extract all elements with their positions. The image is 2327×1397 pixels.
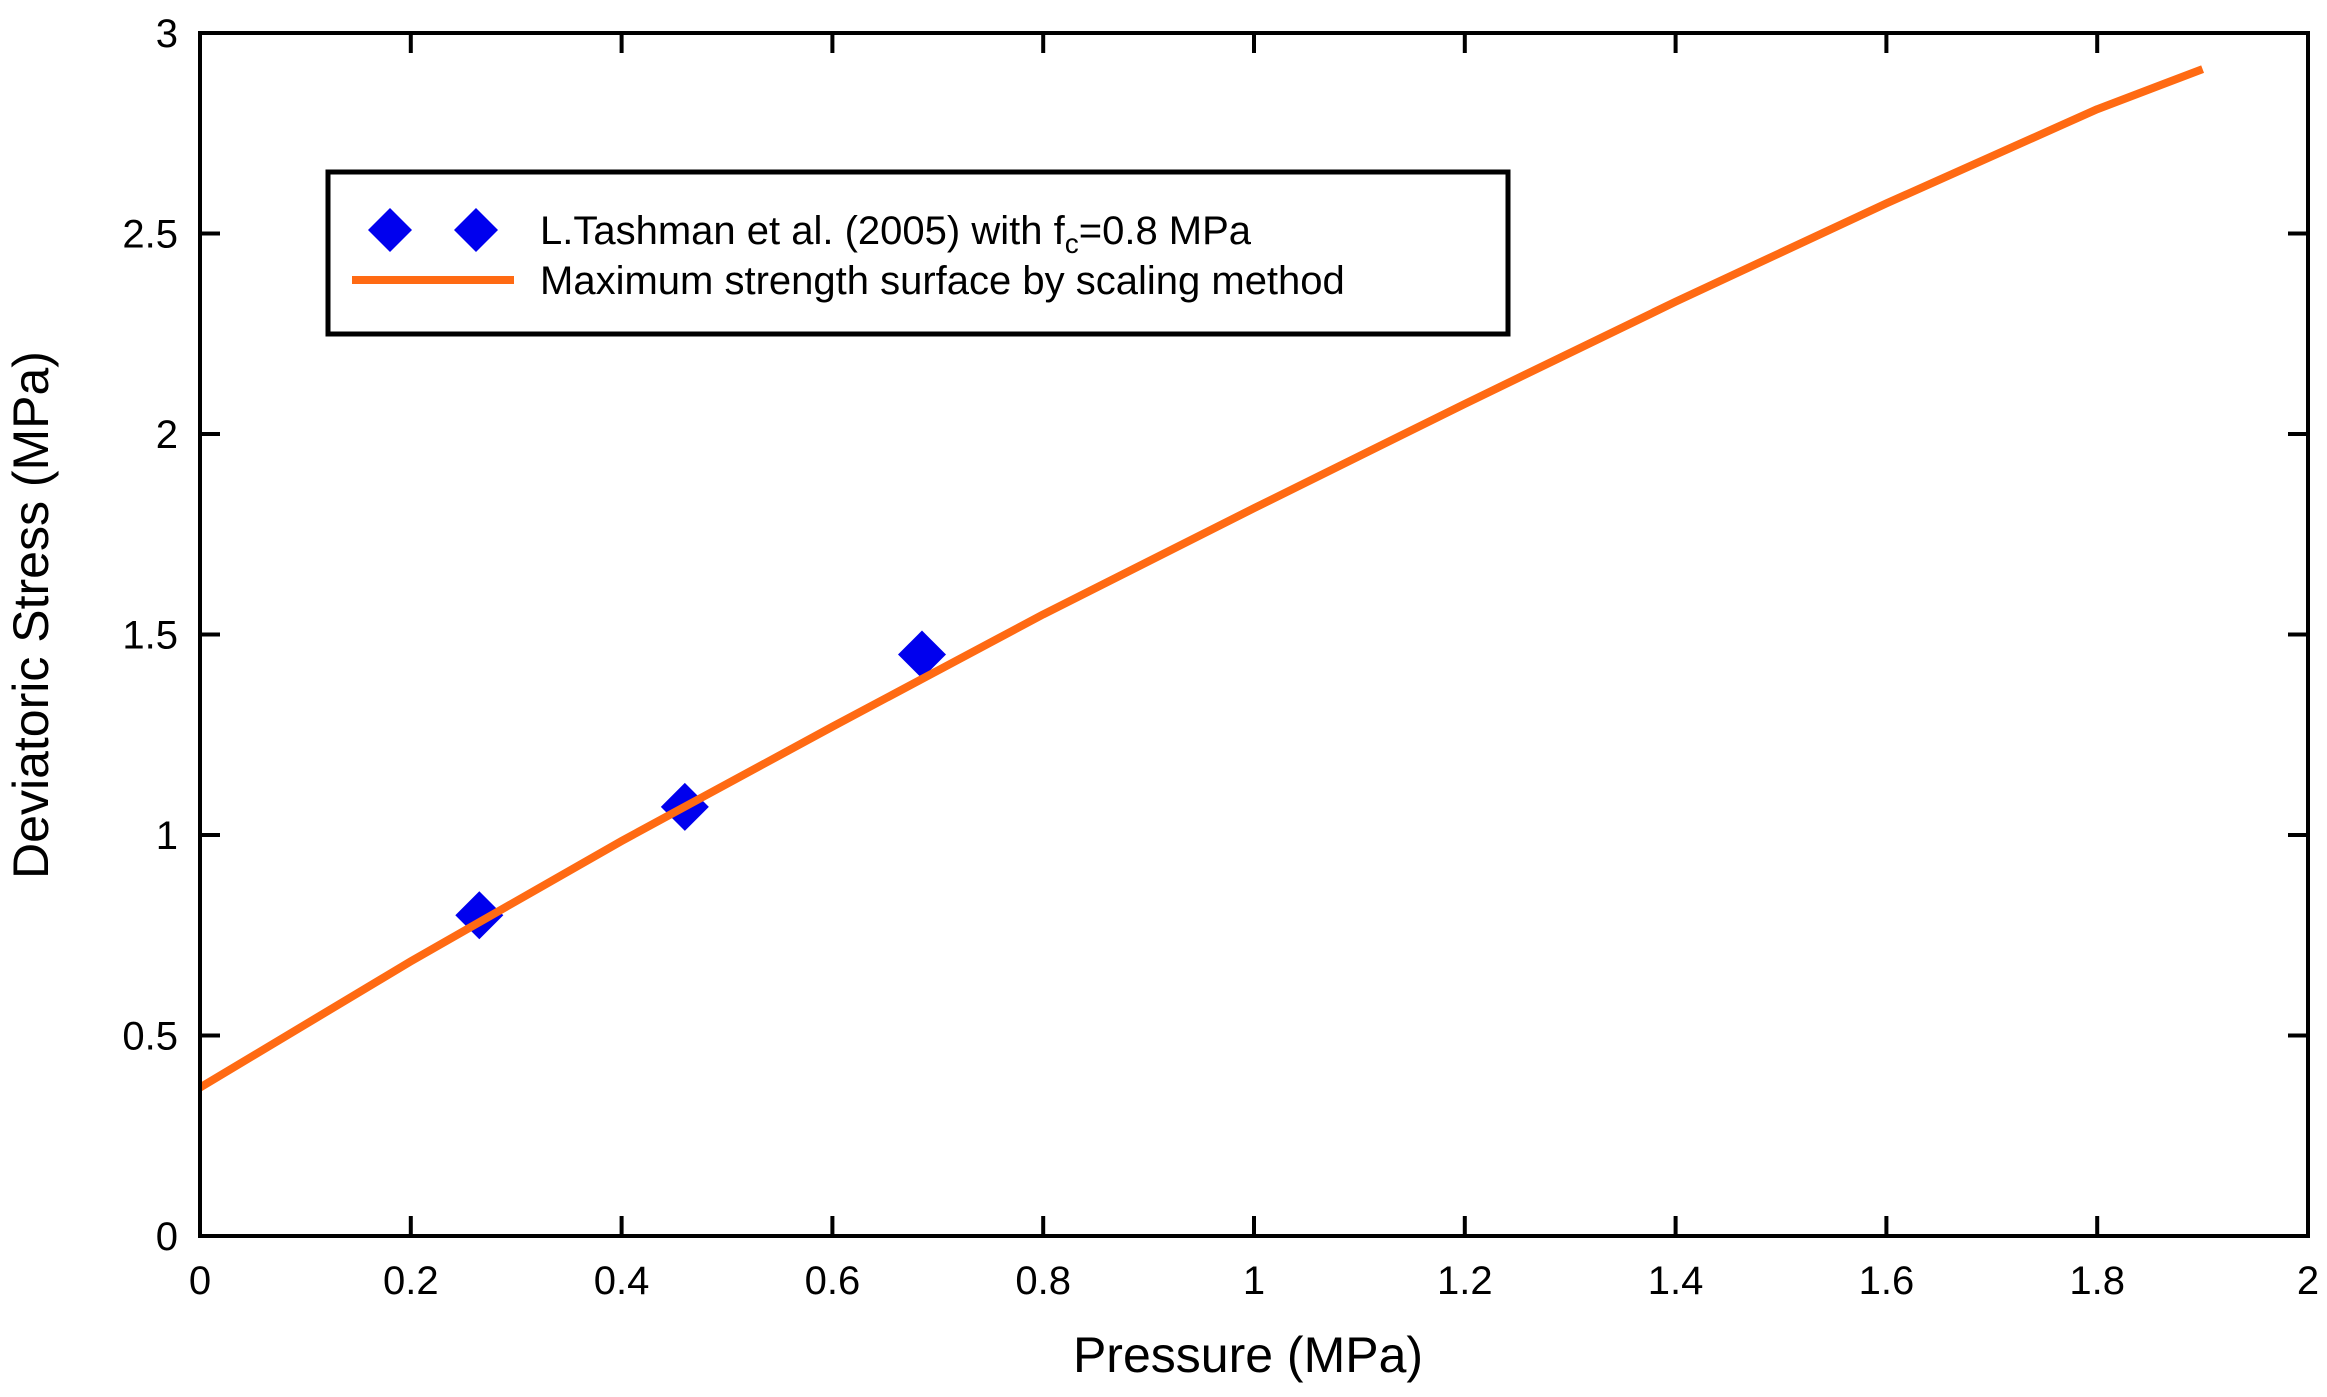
y-tick-labels: 0 0.5 1 1.5 2 2.5 3 — [122, 12, 178, 1259]
x-tick-label: 0.4 — [594, 1259, 650, 1303]
y-tick-label: 0 — [156, 1215, 178, 1259]
y-tick-label: 1.5 — [122, 614, 178, 658]
legend-box — [325, 169, 1511, 337]
x-tick-label: 1.6 — [1859, 1259, 1915, 1303]
y-tick-label: 1 — [156, 814, 178, 858]
x-tick-label: 0.8 — [1015, 1259, 1071, 1303]
x-tick-labels: 0 0.2 0.4 0.6 0.8 1 1.2 1.4 1.6 1.8 2 — [189, 1259, 2319, 1303]
data-point-diamond — [897, 630, 946, 679]
x-tick-label: 1.8 — [2069, 1259, 2125, 1303]
series-strength-surface-line — [197, 65, 2205, 1092]
plot-frame — [198, 31, 2310, 1238]
legend-label-strength-surface: Maximum strength surface by scaling meth… — [540, 259, 1345, 303]
x-tick-label: 0 — [189, 1259, 211, 1303]
y-tick-label: 3 — [156, 12, 178, 56]
y-axis-label: Deviatoric Stress (MPa) — [3, 351, 59, 879]
x-tick-label: 0.2 — [383, 1259, 439, 1303]
y-tick-label: 2.5 — [122, 213, 178, 257]
y-tick-label: 2 — [156, 413, 178, 457]
x-tick-label: 1.4 — [1648, 1259, 1704, 1303]
x-axis-label: Pressure (MPa) — [1073, 1327, 1423, 1383]
legend-subscript: c — [1065, 228, 1079, 259]
legend-marker-diamonds — [368, 208, 498, 252]
plot-content — [197, 65, 2205, 1092]
y-tick-label: 0.5 — [122, 1015, 178, 1059]
legend-label-tashman: L.Tashman et al. (2005) with fc=0.8 MPa — [540, 209, 1252, 259]
x-tick-label: 2 — [2297, 1259, 2319, 1303]
x-tick-label: 1.2 — [1437, 1259, 1493, 1303]
legend-diamond-marker — [368, 208, 412, 252]
legend: L.Tashman et al. (2005) with fc=0.8 MPa … — [325, 169, 1511, 337]
legend-diamond-marker — [454, 208, 498, 252]
x-tick-label: 1 — [1243, 1259, 1265, 1303]
x-tick-label: 0.6 — [805, 1259, 861, 1303]
